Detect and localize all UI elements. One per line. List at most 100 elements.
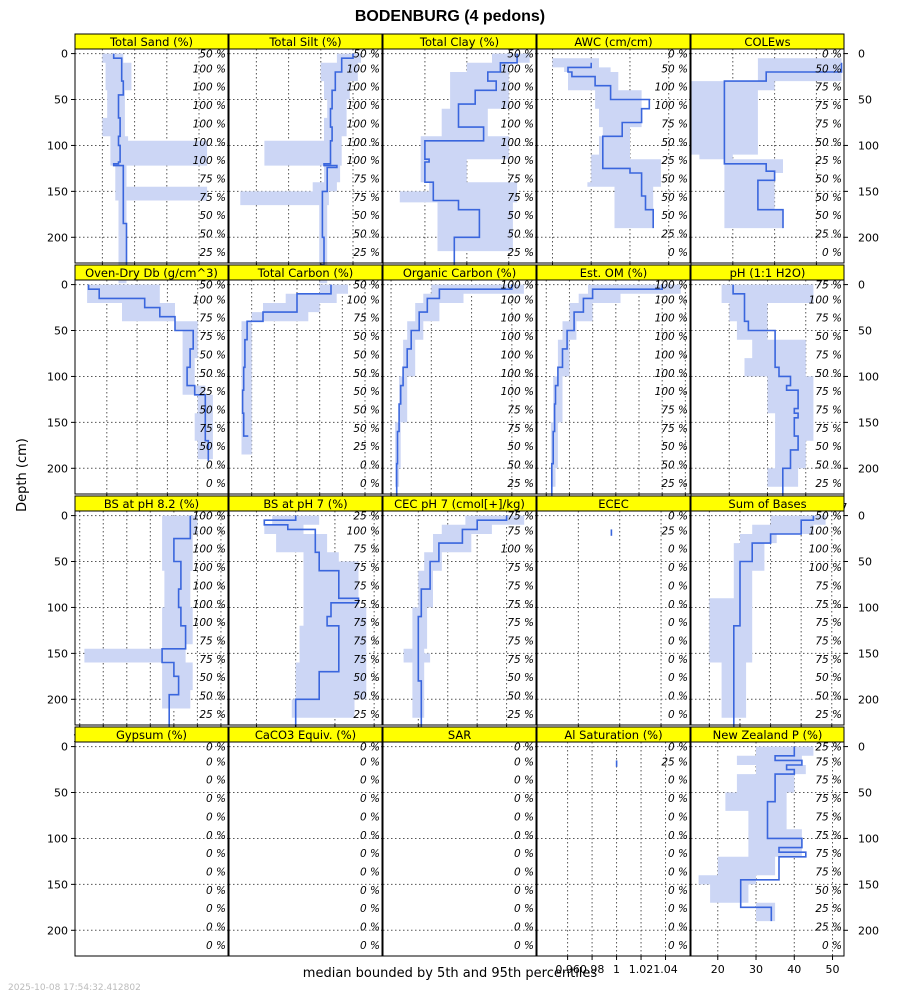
contributing-pct-label: 0 %	[668, 848, 688, 860]
contributing-pct-label: 75 %	[815, 775, 842, 787]
percentile-band-total-clay	[399, 53, 530, 252]
contributing-pct-label: 25 %	[199, 709, 226, 721]
contributing-pct-label: 100 %	[347, 137, 380, 149]
x-tick-label: 40	[787, 963, 801, 976]
median-line-cec-ph-7-cmol-kg	[417, 515, 508, 727]
contributing-pct-label: 75 %	[507, 654, 534, 666]
contributing-pct-label: 25 %	[353, 441, 380, 453]
contributing-pct-label: 0 %	[668, 830, 688, 842]
contributing-pct-label: 25 %	[815, 155, 842, 167]
contributing-pct-label: 0 %	[206, 885, 226, 897]
contributing-pct-label: 100 %	[501, 82, 534, 94]
contributing-pct-label: 50 %	[661, 441, 688, 453]
strip-label-total-clay: Total Clay (%)	[419, 35, 499, 49]
y-tick-label: 0	[858, 279, 865, 292]
contributing-pct-label: 75 %	[507, 636, 534, 648]
contributing-pct-label: 50 %	[353, 349, 380, 361]
contributing-pct-label: 100 %	[655, 313, 688, 325]
contributing-pct-label: 75 %	[353, 599, 380, 611]
contributing-pct-label: 25 %	[815, 922, 842, 934]
contributing-pct-label: 100 %	[501, 280, 534, 292]
percentile-band-new-zealand-p	[698, 746, 814, 922]
contributing-pct-label: 75 %	[661, 423, 688, 435]
contributing-pct-label: 50 %	[661, 210, 688, 222]
contributing-pct-label: 100 %	[501, 368, 534, 380]
contributing-pct-label: 0 %	[206, 830, 226, 842]
y-tick-label: 0	[858, 510, 865, 523]
contributing-pct-label: 50 %	[661, 174, 688, 186]
contributing-pct-label: 75 %	[199, 192, 226, 204]
contributing-pct-label: 75 %	[815, 848, 842, 860]
x-tick-label: 0.98	[580, 963, 605, 976]
contributing-pct-label: 0 %	[668, 793, 688, 805]
contributing-pct-label: 50 %	[199, 405, 226, 417]
panel-caco3-equiv: CaCO3 Equiv. (%) 0 % 0 % 0 % 0 % 0 % 0 % 0 % 0 %…	[228, 726, 383, 957]
contributing-pct-label: 0 %	[668, 709, 688, 721]
panel-frame	[536, 48, 691, 264]
x-tick-label: 50	[826, 963, 840, 976]
strip-label-total-sand: Total Sand (%)	[109, 35, 193, 49]
y-tick-label: 100	[858, 139, 879, 152]
contributing-pct-label: 100 %	[501, 155, 534, 167]
y-tick-label: 100	[47, 832, 68, 845]
contributing-pct-label: 50 %	[353, 280, 380, 292]
contributing-pct-label: 75 %	[815, 386, 842, 398]
strip-label-est-om: Est. OM (%)	[580, 266, 648, 280]
y-tick-label: 0	[61, 510, 68, 523]
y-tick-label: 0	[858, 48, 865, 61]
contributing-pct-label: 50 %	[815, 885, 842, 897]
contributing-pct-label: 50 %	[353, 405, 380, 417]
contributing-pct-label: 75 %	[353, 580, 380, 592]
panel-gypsum: Gypsum (%) 0 % 0 % 0 % 0 % 0 % 0 % 0 % 0 % 0 % 0 %…	[47, 726, 229, 957]
y-tick-label: 150	[47, 878, 68, 891]
contributing-pct-label: 0 %	[206, 903, 226, 915]
contributing-pct-label: 100 %	[193, 118, 226, 130]
panel-organic-carbon: Organic Carbon (%)100 %100 %100 %100 %10…	[382, 264, 537, 514]
contributing-pct-label: 0 %	[360, 885, 380, 897]
contributing-pct-label: 75 %	[507, 525, 534, 537]
panel-frame	[382, 510, 537, 726]
percentile-band-bs-at-ph-8-2	[84, 515, 198, 709]
y-tick-label: 200	[858, 462, 879, 475]
contributing-pct-label: 100 %	[809, 294, 842, 306]
contributing-pct-label: 100 %	[347, 82, 380, 94]
y-tick-label: 200	[858, 231, 879, 244]
contributing-pct-label: 0 %	[668, 775, 688, 787]
x-tick-label: 20	[711, 963, 725, 976]
contributing-pct-label: 50 %	[353, 210, 380, 222]
contributing-pct-label: 100 %	[655, 331, 688, 343]
panel-oven-dry-db-g-cm-3: Oven-Dry Db (g/cm^3)50 %100 %75 %75 %50 …	[47, 264, 237, 514]
y-tick-label: 100	[858, 601, 879, 614]
contributing-pct-label: 100 %	[193, 100, 226, 112]
contributing-pct-label: 75 %	[815, 118, 842, 130]
contributing-pct-label: 0 %	[360, 460, 380, 472]
contributing-pct-label: 75 %	[815, 793, 842, 805]
contributing-pct-label: 50 %	[353, 423, 380, 435]
percentile-band-total-silt	[240, 53, 362, 284]
strip-label-awc-cm-cm: AWC (cm/cm)	[574, 35, 652, 49]
contributing-pct-label: 0 %	[514, 793, 534, 805]
contributing-pct-label: 100 %	[501, 63, 534, 75]
contributing-pct-label: 0 %	[668, 672, 688, 684]
contributing-pct-label: 0 %	[822, 247, 842, 259]
contributing-pct-label: 50 %	[199, 49, 226, 61]
contributing-pct-label: 0 %	[360, 903, 380, 915]
strip-label-gypsum: Gypsum (%)	[116, 728, 187, 742]
strip-label-caco3-equiv: CaCO3 Equiv. (%)	[255, 728, 356, 742]
contributing-pct-label: 75 %	[661, 118, 688, 130]
contributing-pct-label: 100 %	[193, 544, 226, 556]
contributing-pct-label: 25 %	[507, 478, 534, 490]
median-line-colews	[723, 62, 843, 229]
contributing-pct-label: 50 %	[199, 210, 226, 222]
y-tick-label: 150	[47, 416, 68, 429]
y-tick-label: 0	[61, 741, 68, 754]
x-tick-label: 0.96	[555, 963, 580, 976]
panel-frame	[690, 741, 845, 957]
y-tick-label: 50	[54, 94, 68, 107]
percentile-band-ph-1-1-h2o	[721, 284, 814, 487]
contributing-pct-label: 100 %	[501, 349, 534, 361]
contributing-pct-label: 75 %	[815, 599, 842, 611]
contributing-pct-label: 50 %	[353, 368, 380, 380]
contributing-pct-label: 50 %	[815, 210, 842, 222]
contributing-pct-label: 100 %	[193, 82, 226, 94]
